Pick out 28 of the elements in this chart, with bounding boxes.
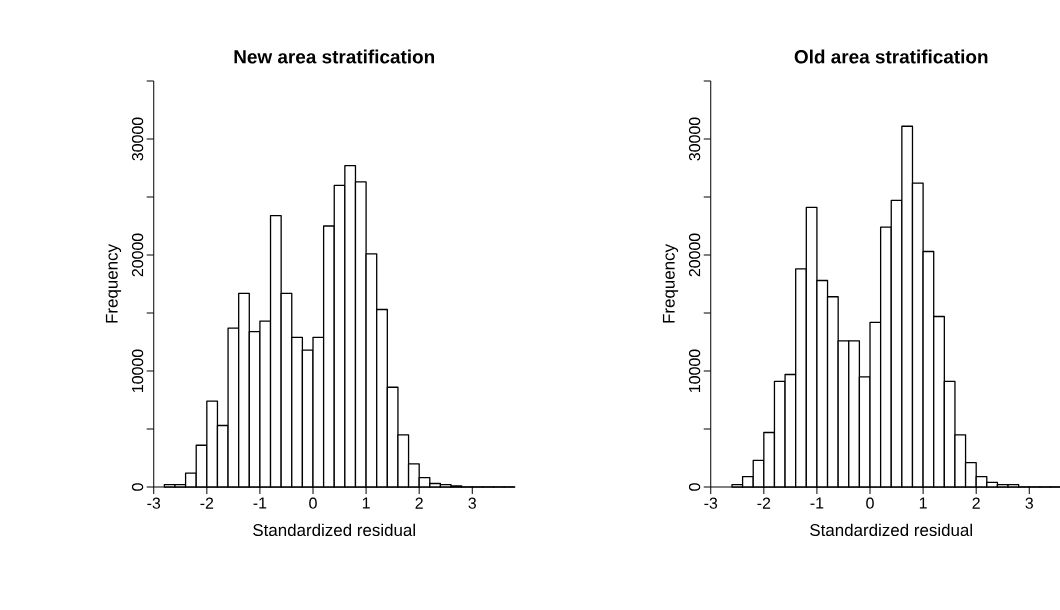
x-tick-label: -2 [757, 497, 771, 509]
chart-title: New area stratification [234, 49, 435, 64]
x-tick-label: 2 [972, 497, 980, 509]
x-tick-label: -3 [704, 497, 718, 509]
chart-title: Old area stratification [794, 49, 988, 64]
x-tick-label: 2 [415, 497, 423, 509]
x-tick-label: 1 [362, 497, 370, 509]
y-tick-label: 0 [688, 483, 701, 491]
y-axis-title: Frequency [105, 244, 122, 323]
y-tick-label: 0 [131, 483, 144, 491]
y-tick-label: 10000 [131, 349, 144, 392]
x-axis-title: Standardized residual [253, 523, 415, 537]
y-tick-label: 10000 [688, 349, 701, 392]
x-tick-label: -3 [147, 497, 161, 509]
y-tick-label: 20000 [688, 233, 701, 277]
x-tick-label: 0 [309, 497, 317, 509]
y-tick-label: 20000 [131, 233, 144, 277]
y-tick-label: 30000 [131, 117, 144, 161]
x-axis-title: Standardized residual [810, 523, 972, 537]
x-tick-label: 3 [468, 497, 476, 509]
x-tick-label: 3 [1025, 497, 1033, 509]
x-tick-label: -2 [200, 497, 214, 509]
x-tick-label: -1 [253, 497, 267, 509]
x-tick-label: 1 [919, 497, 927, 509]
x-tick-label: 0 [866, 497, 874, 509]
x-tick-label: -1 [810, 497, 824, 509]
y-tick-label: 30000 [688, 117, 701, 161]
y-axis-title: Frequency [662, 244, 679, 323]
